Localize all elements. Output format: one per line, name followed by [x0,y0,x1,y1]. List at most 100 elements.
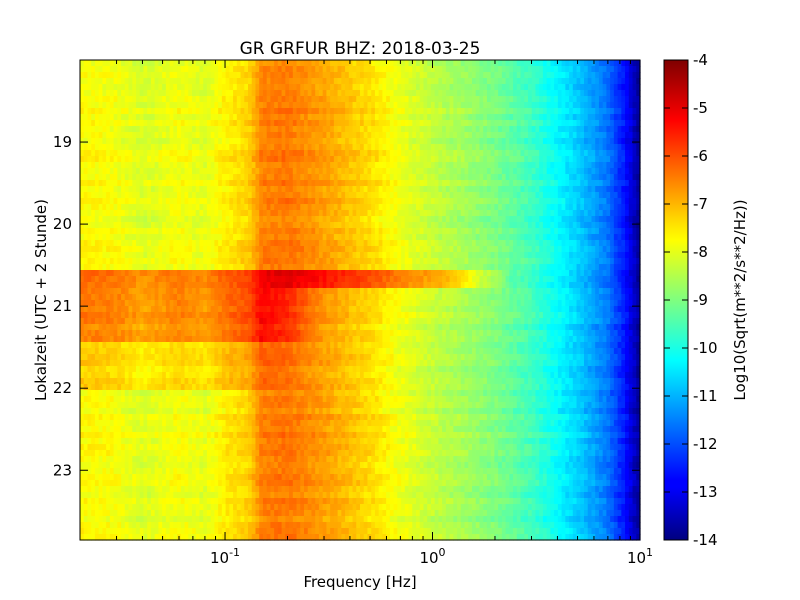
heatmap-cell [143,240,148,247]
heatmap-cell [259,246,264,253]
heatmap-cell [621,120,626,127]
heatmap-cell [188,246,193,253]
heatmap-cell [505,168,510,175]
heatmap-cell [236,66,242,73]
heatmap-cell [80,162,85,169]
heatmap-cell [505,198,510,205]
heatmap-cell [442,84,447,91]
heatmap-cell [442,126,447,133]
heatmap-cell [311,90,316,97]
heatmap-cell [486,198,492,205]
heatmap-cell [595,90,600,97]
heatmap-cell [296,84,301,91]
heatmap-cell [311,120,316,127]
heatmap-cell [128,228,133,235]
heatmap-cell [98,186,103,193]
heatmap-cell [206,138,212,145]
heatmap-cell [554,186,559,193]
heatmap-cell [117,216,122,223]
heatmap-cell [591,84,596,91]
heatmap-cell [498,192,503,199]
heatmap-cell [572,198,578,205]
heatmap-cell [360,126,365,133]
heatmap-cell [229,222,234,229]
heatmap-cell [423,240,428,247]
heatmap-cell [554,174,559,181]
heatmap-cell [505,228,510,235]
heatmap-cell [87,90,92,97]
heatmap-cell [393,162,398,169]
heatmap-cell [472,216,477,223]
heatmap-cell [192,258,197,265]
heatmap-cell [266,66,271,73]
heatmap-cell [251,216,257,223]
heatmap-cell [498,174,503,181]
heatmap-cell [468,252,473,259]
heatmap-cell [150,114,156,121]
heatmap-cell [94,216,100,223]
heatmap-cell [184,66,189,73]
heatmap-cell [91,168,96,175]
heatmap-cell [516,240,522,247]
heatmap-cell [281,156,286,163]
heatmap-cell [472,246,477,253]
heatmap-cell [304,72,309,79]
heatmap-cell [296,150,301,157]
heatmap-cell [304,120,309,127]
heatmap-cell [102,186,107,193]
heatmap-cell [147,78,152,85]
heatmap-cell [341,114,346,121]
heatmap-cell [113,102,118,109]
heatmap-cell [580,60,585,67]
heatmap-cell [102,66,107,73]
heatmap-cell [113,108,118,115]
heatmap-cell [87,198,92,205]
heatmap-cell [621,72,626,79]
heatmap-cell [139,78,145,85]
heatmap-cell [300,114,305,121]
heatmap-cell [162,246,167,253]
heatmap-cell [550,72,555,79]
heatmap-cell [300,132,305,139]
heatmap-cell [386,90,391,97]
heatmap-cell [468,72,473,79]
heatmap-cell [539,216,544,223]
heatmap-cell [438,108,443,115]
heatmap-cell [546,180,551,187]
heatmap-cell [277,216,283,223]
heatmap-cell [621,162,626,169]
heatmap-cell [434,252,439,259]
heatmap-cell [438,252,443,259]
heatmap-cell [266,144,271,151]
heatmap-cell [195,222,201,229]
heatmap-cell [505,108,510,115]
heatmap-cell [472,78,477,85]
heatmap-cell [315,132,320,139]
heatmap-cell [389,66,395,73]
heatmap-cell [311,138,316,145]
heatmap-cell [513,168,518,175]
heatmap-cell [117,90,122,97]
heatmap-cell [259,108,264,115]
heatmap-cell [341,156,346,163]
heatmap-cell [94,60,100,67]
heatmap-cell [628,222,634,229]
heatmap-cell [277,150,283,157]
heatmap-cell [360,108,365,115]
heatmap-cell [412,210,417,217]
heatmap-cell [150,258,156,265]
heatmap-cell [192,186,197,193]
heatmap-cell [255,228,260,235]
heatmap-cell [393,150,398,157]
heatmap-cell [262,72,268,79]
heatmap-cell [221,228,227,235]
heatmap-cell [98,222,103,229]
heatmap-cell [158,234,163,241]
heatmap-cell [632,120,637,127]
heatmap-cell [356,240,361,247]
heatmap-cell [255,84,260,91]
heatmap-cell [91,210,96,217]
heatmap-cell [106,216,111,223]
heatmap-cell [524,234,529,241]
heatmap-cell [143,132,148,139]
